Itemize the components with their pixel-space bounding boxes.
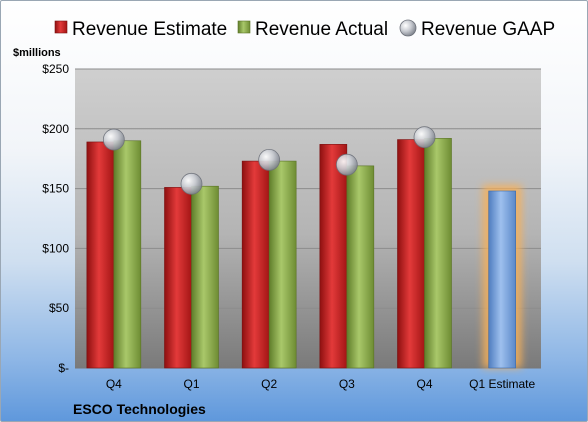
company-name: ESCO Technologies [73,401,206,417]
marker-revenue-gaap [413,126,436,149]
y-tick-label: $- [58,361,69,375]
bar-revenue-actual [268,160,297,369]
legend-revenue-gaap: Revenue GAAP [399,19,555,40]
bar-revenue-actual [113,140,142,369]
legend: Revenue Estimate Revenue Actual Revenue GA… [54,19,555,40]
legend-label: Revenue GAAP [421,19,555,40]
bar-revenue-actual [424,138,452,369]
marker-revenue-gaap [102,128,125,151]
bar-revenue-estimate [164,187,192,369]
bar-revenue-estimate [241,160,270,369]
x-tick-label: Q4 [416,377,432,391]
y-axis-unit-label: $millions [13,47,61,59]
marker-revenue-gaap [258,148,281,171]
x-axis: Q4 Q1 Q2 Q3 Q4 Q1 Estimate [106,377,536,391]
y-tick-label: $50 [49,301,69,315]
bar-revenue-actual [191,185,219,369]
legend-label: Revenue Estimate [72,19,227,40]
bar-revenue-actual [346,165,375,369]
x-tick-label: Q1 [183,377,199,391]
bar-revenue-estimate [86,141,115,369]
bars [86,138,522,369]
bar-revenue-estimate [319,144,348,369]
legend-revenue-estimate: Revenue Estimate [54,19,227,40]
legend-label: Revenue Actual [255,19,388,40]
marker-revenue-gaap [180,172,203,195]
gaap-markers [102,126,436,195]
x-tick-label: Q3 [339,377,355,391]
bar-revenue-estimate [397,139,425,369]
y-tick-label: $100 [42,241,69,255]
legend-swatch [399,19,417,37]
legend-revenue-actual: Revenue Actual [237,19,388,40]
gridlines [75,68,541,369]
bar-q1-estimate [488,190,516,369]
legend-swatch [237,20,251,34]
legend-swatch [54,20,68,34]
y-tick-label: $200 [42,122,69,136]
y-axis: $- $50 $100 $150 $200 $250 [42,62,69,375]
plot-area [75,69,541,368]
y-tick-label: $150 [42,182,69,196]
x-tick-label: Q1 Estimate [469,377,535,391]
x-tick-label: Q4 [106,377,122,391]
x-tick-label: Q2 [261,377,277,391]
y-tick-label: $250 [42,62,69,76]
marker-revenue-gaap [335,153,358,176]
